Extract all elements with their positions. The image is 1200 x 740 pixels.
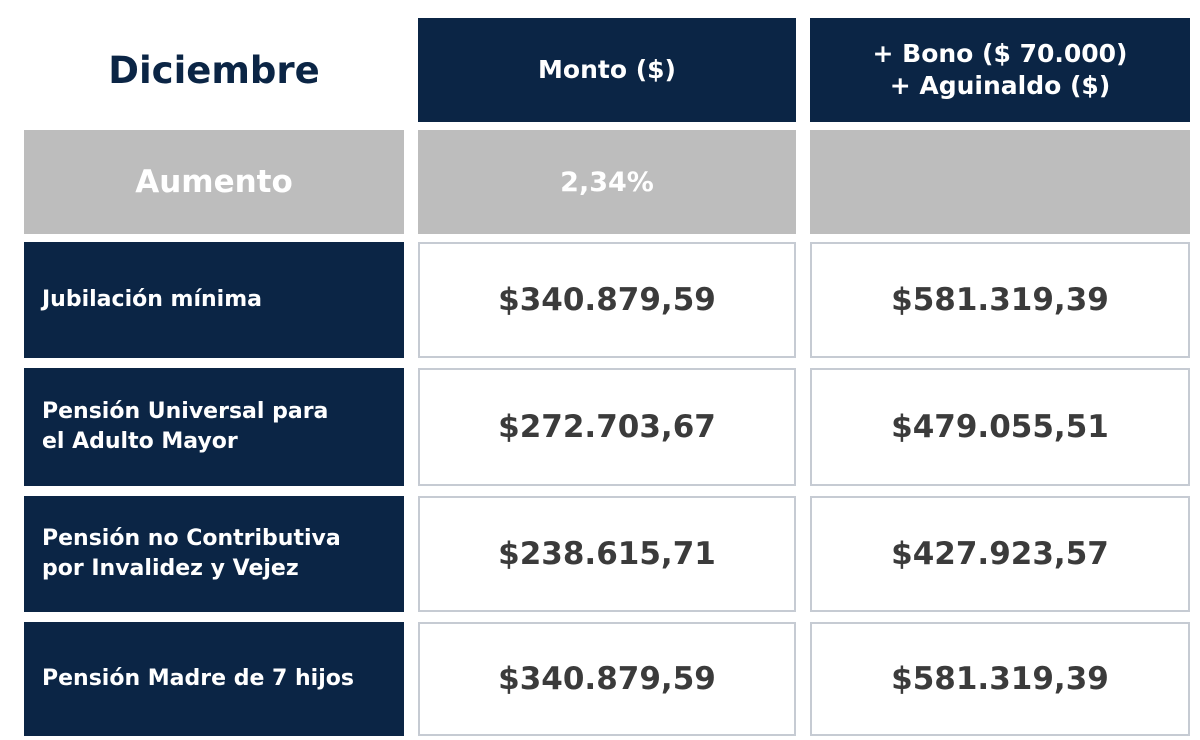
- row-label-line: por Invalidez y Vejez: [42, 556, 299, 581]
- column-header-bono-aguinaldo: + Bono ($ 70.000) + Aguinaldo ($): [810, 18, 1190, 122]
- row-value-monto: $340.879,59: [418, 242, 796, 358]
- table-title: Diciembre: [108, 48, 320, 92]
- row-label-pension-no-contributiva: Pensión no Contributiva por Invalidez y …: [24, 496, 404, 612]
- column-header-monto: Monto ($): [418, 18, 796, 122]
- row-label-line: el Adulto Mayor: [42, 429, 238, 454]
- column-header-aguinaldo-line: + Aguinaldo ($): [889, 71, 1111, 100]
- row-label-line: Jubilación mínima: [42, 287, 262, 313]
- row-label-line: Pensión no Contributiva: [42, 526, 341, 552]
- row-value-monto: $238.615,71: [418, 496, 796, 612]
- increase-value-bono: [810, 130, 1190, 234]
- increase-value-monto: 2,34%: [418, 130, 796, 234]
- row-value-monto: $340.879,59: [418, 622, 796, 736]
- column-header-bono-line: + Bono ($ 70.000): [872, 38, 1128, 68]
- row-value-total: $581.319,39: [810, 242, 1190, 358]
- row-label-line: Pensión Madre de 7 hijos: [42, 666, 354, 692]
- row-label-pension-universal: Pensión Universal para el Adulto Mayor: [24, 368, 404, 486]
- row-value-monto: $272.703,67: [418, 368, 796, 486]
- row-label-pension-madre: Pensión Madre de 7 hijos: [24, 622, 404, 736]
- row-value-total: $479.055,51: [810, 368, 1190, 486]
- row-label-line: Pensión Universal para: [42, 399, 329, 425]
- row-label-jubilacion-minima: Jubilación mínima: [24, 242, 404, 358]
- row-value-total: $581.319,39: [810, 622, 1190, 736]
- increase-label: Aumento: [24, 130, 404, 234]
- row-value-total: $427.923,57: [810, 496, 1190, 612]
